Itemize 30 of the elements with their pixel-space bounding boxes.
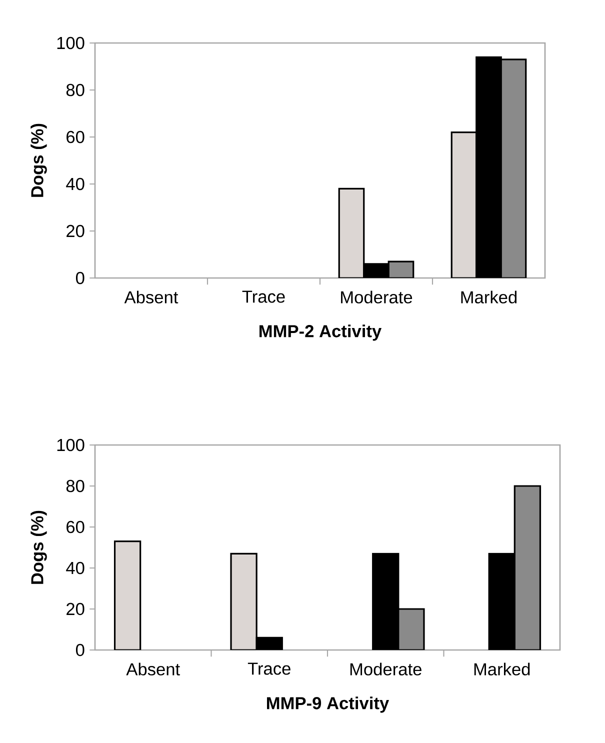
x-tick-label: Absent bbox=[124, 290, 178, 304]
x-axis-title: MMP-2 Activity bbox=[260, 324, 382, 341]
bar bbox=[450, 132, 478, 278]
x-tick-label: Marked bbox=[461, 290, 517, 304]
y-axis-title: Dogs (%) bbox=[30, 510, 47, 584]
y-tick-label: 40 bbox=[66, 562, 84, 574]
y-axis-title: Dogs (%) bbox=[30, 124, 47, 197]
y-tick-label: 40 bbox=[66, 178, 84, 190]
x-tick-label: Absent bbox=[126, 662, 180, 676]
x-tick-label: Moderate bbox=[350, 662, 422, 676]
y-tick-label: 60 bbox=[66, 520, 84, 534]
y-tick-label: 20 bbox=[66, 224, 84, 238]
bar bbox=[514, 485, 542, 650]
y-tick-label: 80 bbox=[66, 480, 84, 492]
y-tick-label: 60 bbox=[66, 130, 84, 144]
x-tick-label: Moderate bbox=[341, 290, 412, 304]
bar bbox=[230, 552, 258, 650]
y-tick-label: 80 bbox=[66, 84, 84, 96]
x-axis-title: MMP-9 Activity bbox=[267, 696, 390, 713]
bar bbox=[500, 58, 527, 278]
y-tick-label: 0 bbox=[76, 272, 84, 284]
bar bbox=[338, 188, 365, 278]
y-tick-label: 100 bbox=[57, 438, 84, 452]
y-tick-label: 0 bbox=[76, 644, 84, 656]
y-tick-label: 100 bbox=[57, 36, 84, 50]
x-tick-label: Marked bbox=[474, 662, 530, 676]
x-tick-label: Trace bbox=[242, 290, 285, 303]
y-tick-label: 20 bbox=[66, 602, 84, 616]
bar bbox=[114, 540, 142, 650]
x-tick-label: Trace bbox=[248, 662, 290, 675]
